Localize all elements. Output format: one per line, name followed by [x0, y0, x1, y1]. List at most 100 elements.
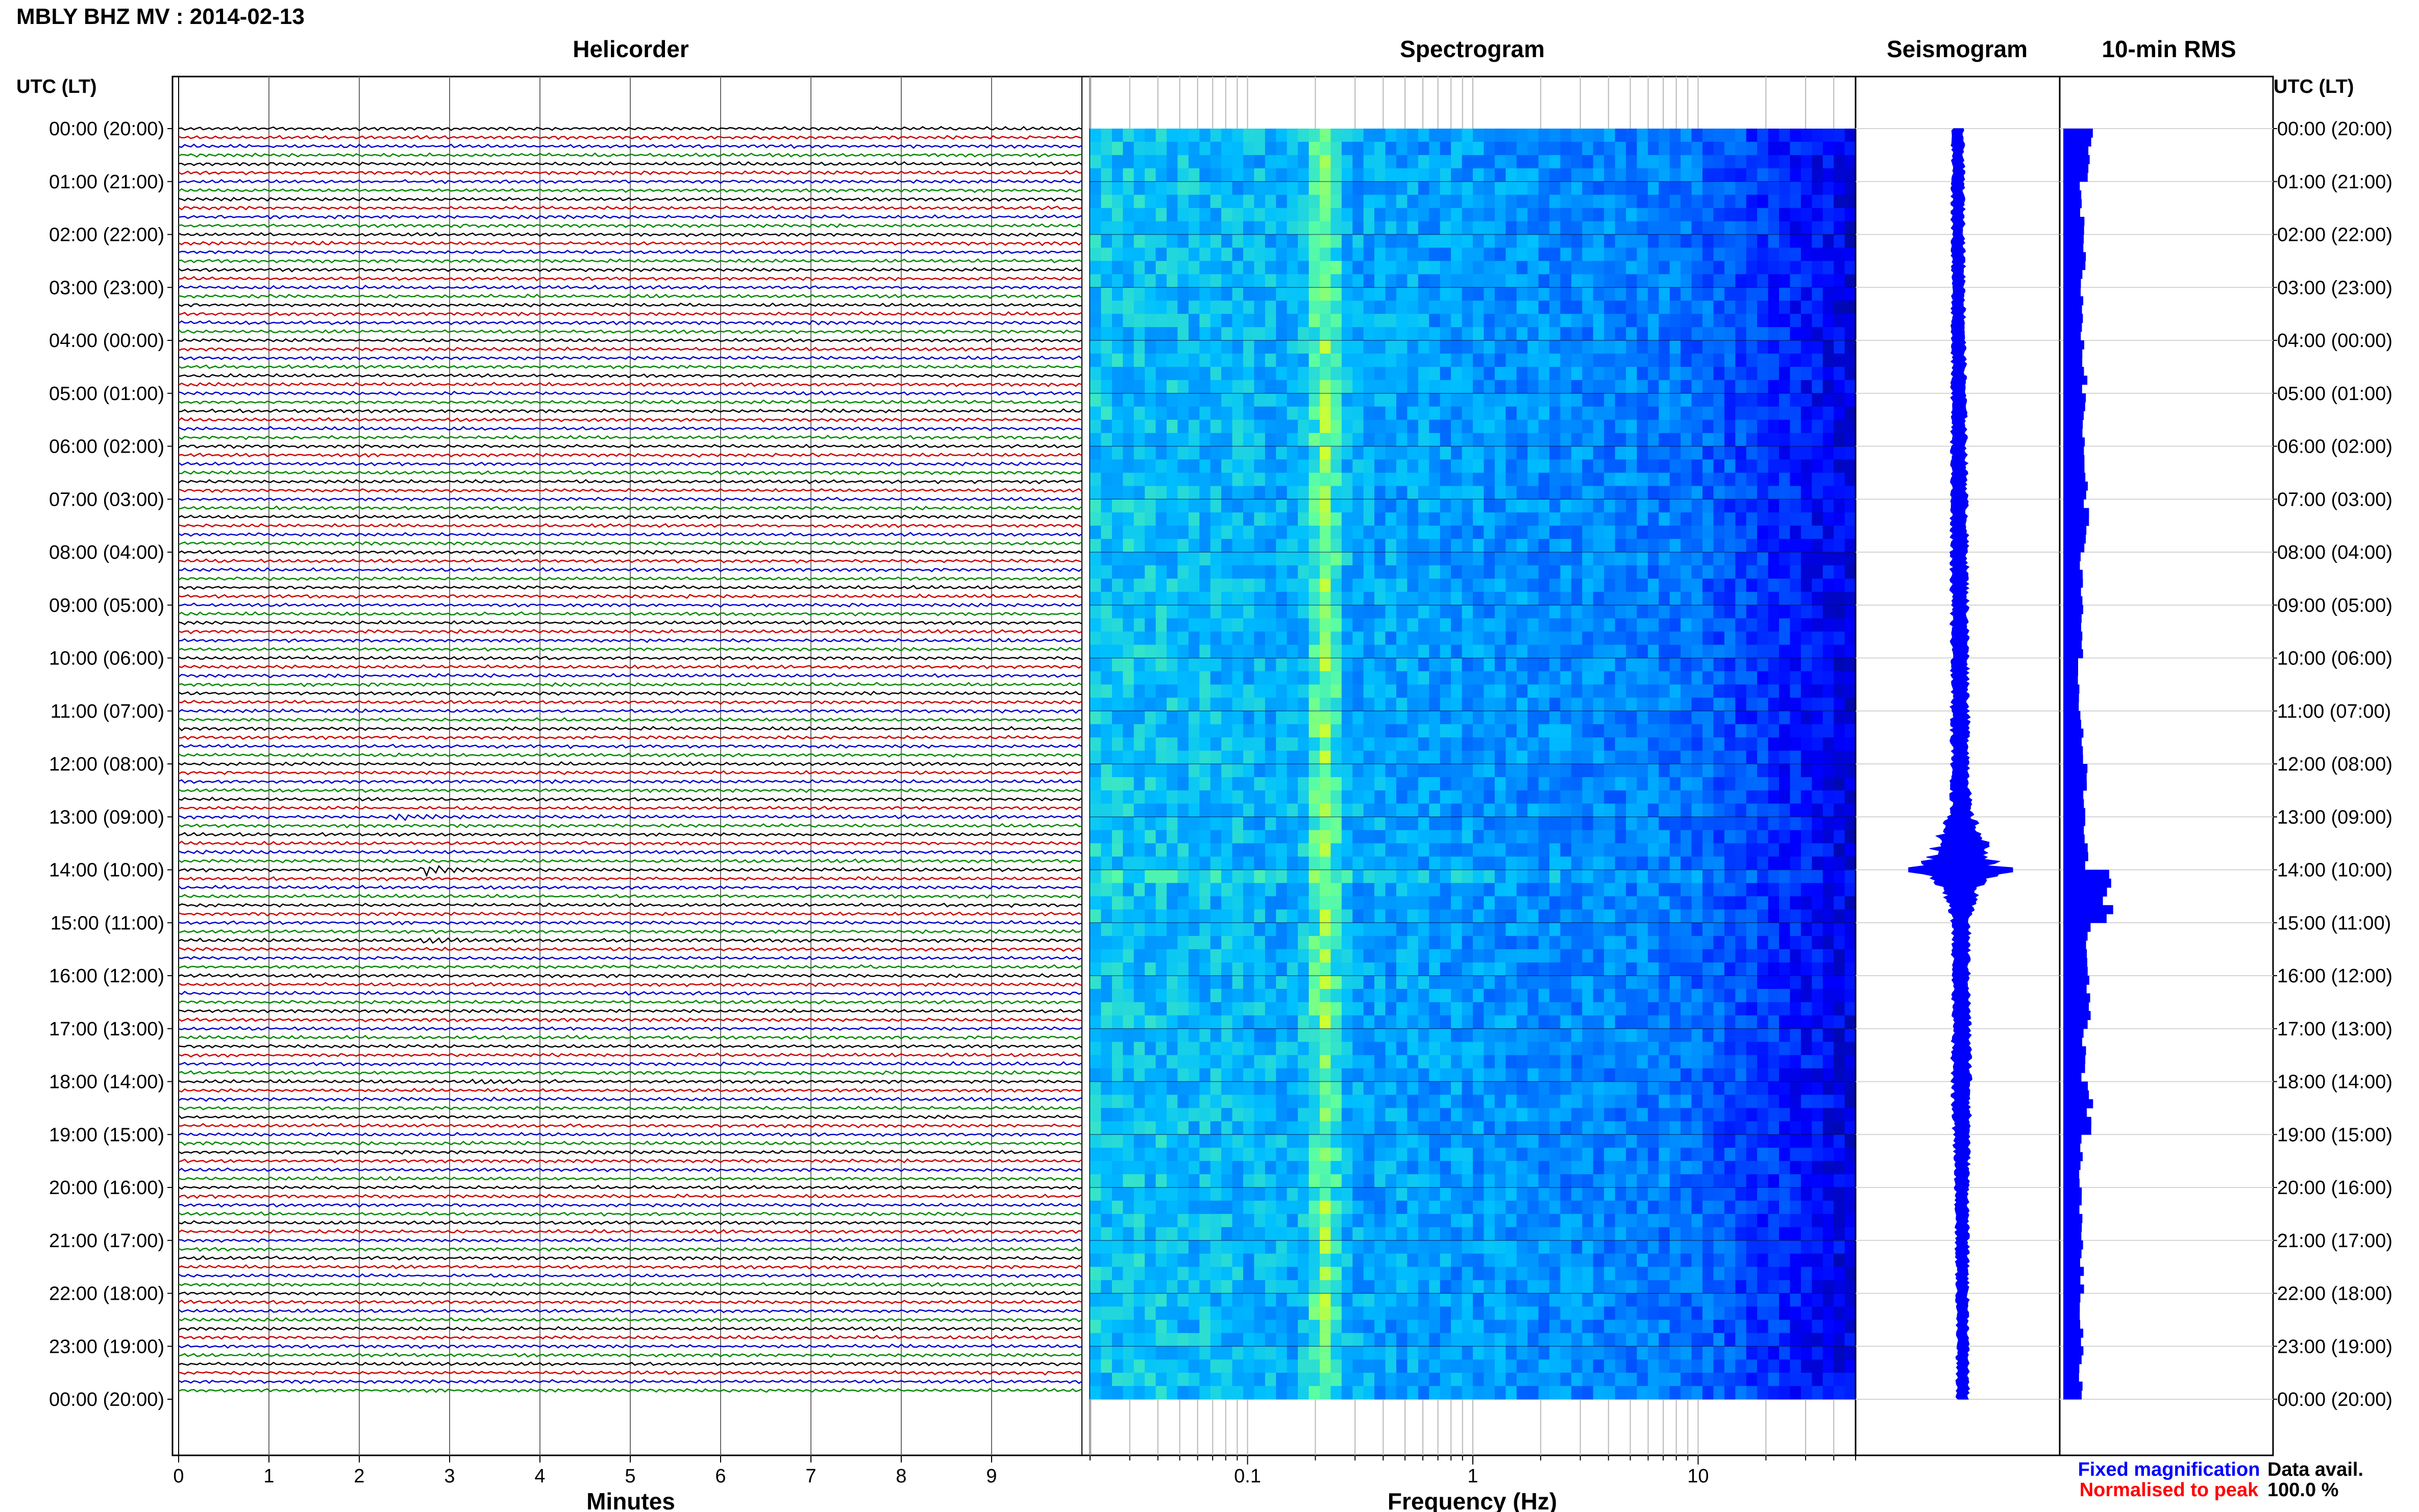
spectrogram-cell [1309, 433, 1320, 447]
spectrogram-cell [1341, 976, 1353, 989]
spectrogram-cell [1473, 539, 1484, 553]
spectrogram-cell [1593, 578, 1605, 592]
spectrogram-cell [1320, 539, 1331, 553]
spectrogram-cell [1320, 777, 1331, 791]
spectrogram-cell [1659, 512, 1670, 526]
spectrogram-cell [1626, 301, 1637, 314]
spectrogram-cell [1287, 340, 1298, 354]
spectrogram-cell [1145, 631, 1156, 646]
spectrogram-cell [1494, 539, 1506, 553]
spectrogram-cell [1604, 631, 1616, 646]
spectrogram-cell [1112, 194, 1123, 209]
spectrogram-cell [1637, 539, 1648, 553]
spectrogram-cell [1822, 512, 1834, 526]
spectrogram-cell [1440, 261, 1451, 275]
spectrogram-cell [1516, 976, 1528, 989]
spectrogram-cell [1298, 949, 1310, 963]
spectrogram-cell [1287, 380, 1298, 394]
spectrogram-cell [1210, 327, 1222, 341]
spectrogram-cell [1090, 962, 1101, 976]
spectrogram-cell [1385, 393, 1397, 407]
spectrogram-cell [1385, 155, 1397, 169]
spectrogram-cell [1155, 473, 1167, 486]
spectrogram-cell [1473, 816, 1484, 831]
spectrogram-cell [1243, 393, 1254, 407]
spectrogram-cell [1593, 499, 1605, 513]
spectrogram-cell [1494, 962, 1506, 976]
spectrogram-cell [1604, 208, 1616, 222]
spectrogram-cell [1352, 301, 1364, 314]
spectrogram-cell [1396, 976, 1408, 989]
spectrogram-cell [1571, 737, 1583, 751]
spectrogram-cell [1516, 790, 1528, 804]
spectrogram-cell [1691, 618, 1703, 632]
spectrogram-cell [1473, 923, 1484, 936]
spectrogram-cell [1724, 539, 1736, 553]
spectrogram-cell [1681, 816, 1692, 831]
spectrogram-cell [1790, 274, 1801, 288]
spectrogram-cell [1418, 923, 1429, 936]
spectrogram-cell [1363, 711, 1375, 725]
spectrogram-cell [1352, 473, 1364, 486]
spectrogram-cell [1309, 645, 1320, 659]
helicorder-trace-row [178, 947, 1082, 952]
spectrogram-cell [1527, 988, 1539, 1003]
spectrogram-cell [1320, 327, 1331, 341]
spectrogram-cell [1844, 751, 1856, 764]
spectrogram-cell [1834, 287, 1845, 301]
spectrogram-cell [1341, 261, 1353, 275]
spectrogram-cell [1396, 512, 1408, 526]
spectrogram-cell [1221, 976, 1233, 989]
spectrogram-cell [1243, 499, 1254, 513]
spectrogram-cell [1363, 433, 1375, 447]
spectrogram-cell [1637, 247, 1648, 261]
spectrogram-cell [1320, 671, 1331, 685]
spectrogram-cell [1210, 473, 1222, 486]
spectrogram-cell [1363, 988, 1375, 1003]
left-axis-title: UTC (LT) [16, 76, 97, 97]
spectrogram-cell [1167, 181, 1178, 195]
spectrogram-cell [1177, 433, 1189, 447]
spectrogram-cell [1090, 936, 1101, 950]
spectrogram-cell [1757, 194, 1769, 209]
spectrogram-cell [1724, 314, 1736, 328]
spectrogram-cell [1768, 141, 1780, 156]
spectrogram-cell [1352, 883, 1364, 897]
spectrogram-cell [1505, 976, 1517, 989]
spectrogram-cell [1713, 274, 1725, 288]
spectrogram-cell [1199, 711, 1211, 725]
helicorder-trace-row [178, 1273, 1082, 1278]
spectrogram-cell [1571, 816, 1583, 831]
spectrogram-cell [1309, 366, 1320, 381]
spectrogram-cell [1309, 181, 1320, 195]
spectrogram-cell [1363, 830, 1375, 844]
spectrogram-cell [1691, 591, 1703, 606]
spectrogram-cell [1757, 711, 1769, 725]
spectrogram-cell [1582, 393, 1594, 407]
spectrogram-cell [1298, 883, 1310, 897]
spectrogram-cell [1593, 830, 1605, 844]
spectrogram-cell [1352, 287, 1364, 301]
spectrogram-cell [1287, 406, 1298, 420]
spectrogram-cell [1167, 486, 1178, 500]
spectrogram-cell [1188, 896, 1200, 910]
spectrogram-cell [1145, 751, 1156, 764]
spectrogram-cell [1659, 353, 1670, 367]
spectrogram-cell [1396, 234, 1408, 248]
spectrogram-cell [1691, 366, 1703, 381]
spectrogram-cell [1276, 737, 1288, 751]
spectrogram-cell [1374, 499, 1386, 513]
spectrogram-cell [1133, 473, 1145, 486]
spectrogram-cell [1429, 393, 1441, 407]
spectrogram-cell [1757, 406, 1769, 420]
spectrogram-cell [1199, 314, 1211, 328]
spectrogram-cell [1265, 168, 1276, 182]
spectrogram-cell [1341, 711, 1353, 725]
spectrogram-cell [1713, 366, 1725, 381]
spectrogram-cell [1188, 658, 1200, 672]
spectrogram-cell [1560, 936, 1572, 950]
spectrogram-cell [1265, 830, 1276, 844]
time-label-left: 17:00 (13:00) [49, 1019, 164, 1040]
spectrogram-cell [1341, 353, 1353, 367]
spectrogram-cell [1538, 777, 1550, 791]
